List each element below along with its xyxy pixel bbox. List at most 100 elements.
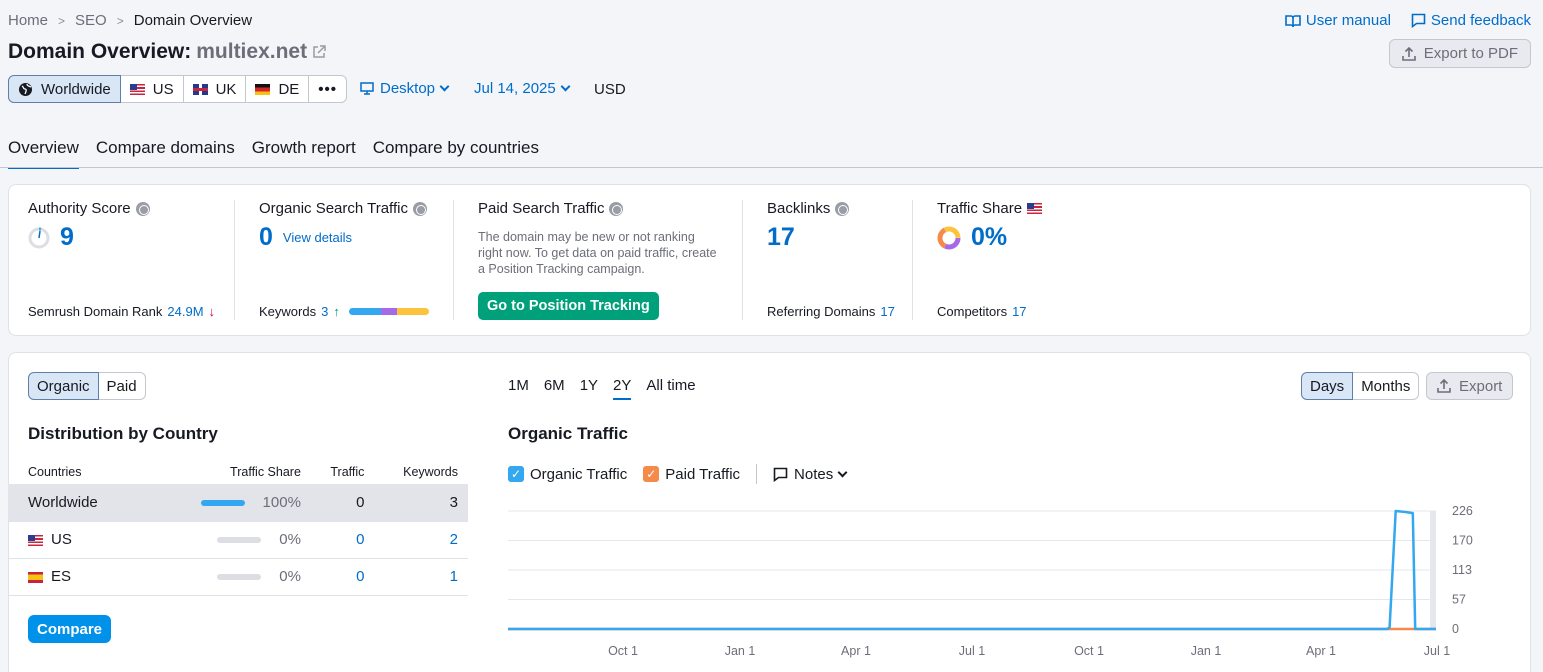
share-bar bbox=[217, 574, 262, 581]
col-traffic-share[interactable]: Traffic Share bbox=[230, 465, 301, 479]
table-row[interactable]: Worldwide 100% 0 3 bbox=[8, 484, 468, 522]
share-cell: 0% bbox=[151, 521, 311, 559]
keywords-cell[interactable]: 2 bbox=[374, 521, 468, 559]
tab-compare-countries[interactable]: Compare by countries bbox=[372, 138, 540, 157]
share-bar bbox=[217, 537, 262, 544]
months-toggle[interactable]: Months bbox=[1353, 372, 1420, 400]
days-toggle[interactable]: Days bbox=[1301, 372, 1354, 400]
y-tick-label: 170 bbox=[1452, 534, 1473, 548]
period-all-time[interactable]: All time bbox=[646, 377, 696, 394]
region-us[interactable]: US bbox=[120, 75, 184, 103]
x-tick-label: Jul 1 bbox=[1424, 644, 1450, 658]
export-button[interactable]: Export bbox=[1426, 372, 1514, 400]
view-details-link[interactable]: View details bbox=[282, 230, 353, 245]
x-tick-label: Oct 1 bbox=[1074, 644, 1104, 658]
col-countries[interactable]: Countries bbox=[28, 465, 82, 479]
globe-icon[interactable] bbox=[609, 201, 624, 216]
organic-traffic-metric: Organic Search Traffic 0 View details bbox=[259, 200, 427, 252]
period-selector: 1M 6M 1Y 2Y All time bbox=[508, 377, 696, 400]
period-2y[interactable]: 2Y bbox=[613, 377, 632, 400]
export-label: Export bbox=[1459, 377, 1503, 395]
traffic-cell[interactable]: 0 bbox=[310, 558, 375, 596]
table-header: Countries Traffic Share Traffic Keywords bbox=[8, 460, 468, 484]
legend-organic[interactable]: ✓ Organic Traffic bbox=[508, 466, 627, 483]
traffic-share-value[interactable]: 0% bbox=[971, 223, 1008, 251]
compare-button[interactable]: Compare bbox=[28, 615, 112, 643]
y-tick-label: 226 bbox=[1452, 504, 1473, 518]
breadcrumb-seo[interactable]: SEO bbox=[75, 12, 107, 29]
globe-icon[interactable] bbox=[835, 201, 850, 216]
authority-score: Authority Score 9 bbox=[28, 200, 150, 252]
tab-compare-domains[interactable]: Compare domains bbox=[95, 138, 235, 157]
region-de[interactable]: DE bbox=[246, 75, 310, 103]
region-worldwide[interactable]: Worldwide bbox=[8, 75, 121, 103]
tab-divider bbox=[0, 167, 1543, 168]
x-tick-label: Jan 1 bbox=[725, 644, 756, 658]
country-label: ES bbox=[51, 568, 72, 585]
period-1y[interactable]: 1Y bbox=[579, 377, 599, 394]
more-regions-button[interactable]: ••• bbox=[309, 75, 348, 103]
keywords-value[interactable]: 3 bbox=[321, 304, 329, 319]
table-row[interactable]: ES 0% 0 1 bbox=[8, 558, 468, 596]
chevron-right-icon: > bbox=[116, 13, 124, 28]
backlinks-value[interactable]: 17 bbox=[767, 223, 795, 251]
y-tick-label: 0 bbox=[1452, 622, 1459, 636]
device-dropdown[interactable]: Desktop bbox=[360, 80, 450, 97]
keywords-cell[interactable]: 1 bbox=[374, 558, 468, 596]
period-6m[interactable]: 6M bbox=[543, 377, 565, 394]
domain-rank-value[interactable]: 24.9M bbox=[167, 304, 204, 319]
export-pdf-button[interactable]: Export to PDF bbox=[1388, 39, 1531, 68]
organic-toggle[interactable]: Organic bbox=[28, 372, 99, 400]
globe-icon[interactable] bbox=[412, 201, 427, 216]
page-title-domain[interactable]: multiex.net bbox=[196, 40, 308, 63]
organic-label: Organic Search Traffic bbox=[259, 200, 408, 217]
organic-value[interactable]: 0 bbox=[259, 223, 273, 251]
traffic-cell[interactable]: 0 bbox=[310, 521, 375, 559]
y-tick-label: 113 bbox=[1452, 563, 1472, 577]
region-uk[interactable]: UK bbox=[183, 75, 247, 103]
go-to-position-tracking-button[interactable]: Go to Position Tracking bbox=[478, 292, 659, 320]
external-link-icon[interactable] bbox=[312, 45, 326, 59]
keywords-distribution-bar bbox=[348, 308, 429, 315]
metric-divider bbox=[234, 200, 235, 320]
share-value: 100% bbox=[262, 493, 301, 511]
breadcrumb-home[interactable]: Home bbox=[8, 12, 49, 29]
legend-paid-label: Paid Traffic bbox=[665, 465, 741, 483]
us-flag-icon bbox=[1027, 203, 1043, 214]
col-keywords[interactable]: Keywords bbox=[403, 465, 458, 479]
referring-domains-value[interactable]: 17 bbox=[880, 304, 895, 319]
tab-overview[interactable]: Overview bbox=[8, 138, 79, 169]
globe-icon[interactable] bbox=[135, 201, 150, 216]
notes-dropdown[interactable]: Notes bbox=[773, 466, 848, 483]
organic-traffic-chart[interactable]: 226 170 113 57 0 Oct 1 Jan 1 Apr 1 Jul 1 Oct 1 Jan… bbox=[500, 500, 1480, 672]
referring-domains-label: Referring Domains bbox=[767, 304, 876, 319]
arrow-down-icon: ↓ bbox=[208, 304, 216, 319]
competitors-value[interactable]: 17 bbox=[1012, 304, 1027, 319]
date-dropdown[interactable]: Jul 14, 2025 bbox=[474, 80, 571, 97]
user-manual-link[interactable]: User manual bbox=[1285, 12, 1391, 29]
authority-value[interactable]: 9 bbox=[60, 223, 74, 251]
x-tick-label: Jul 1 bbox=[959, 644, 985, 658]
table-row[interactable]: US 0% 0 2 bbox=[8, 521, 468, 559]
send-feedback-link[interactable]: Send feedback bbox=[1411, 12, 1531, 29]
paid-toggle[interactable]: Paid bbox=[98, 372, 146, 400]
paid-description: The domain may be new or not ranking rig… bbox=[478, 230, 717, 276]
distribution-table: Countries Traffic Share Traffic Keywords… bbox=[8, 460, 468, 596]
legend-paid[interactable]: ✓ Paid Traffic bbox=[643, 466, 740, 483]
checkbox-checked-icon[interactable]: ✓ bbox=[643, 466, 660, 482]
more-dots-icon: ••• bbox=[318, 80, 338, 98]
metric-divider bbox=[742, 200, 743, 320]
checkbox-checked-icon[interactable]: ✓ bbox=[508, 466, 524, 482]
arrow-up-icon: ↑ bbox=[333, 304, 340, 319]
legend-divider bbox=[756, 464, 758, 484]
page-title: Domain Overview: multiex.net bbox=[8, 40, 326, 64]
metric-divider bbox=[453, 200, 454, 320]
tab-growth-report[interactable]: Growth report bbox=[251, 138, 356, 157]
chart-end-band bbox=[1430, 511, 1436, 629]
period-1m[interactable]: 1M bbox=[508, 377, 529, 394]
distribution-title: Distribution by Country bbox=[28, 424, 218, 443]
paid-label: Paid Search Traffic bbox=[478, 200, 605, 217]
col-traffic[interactable]: Traffic bbox=[330, 465, 365, 479]
region-worldwide-label: Worldwide bbox=[41, 80, 111, 98]
keywords-cell: 3 bbox=[374, 484, 468, 522]
